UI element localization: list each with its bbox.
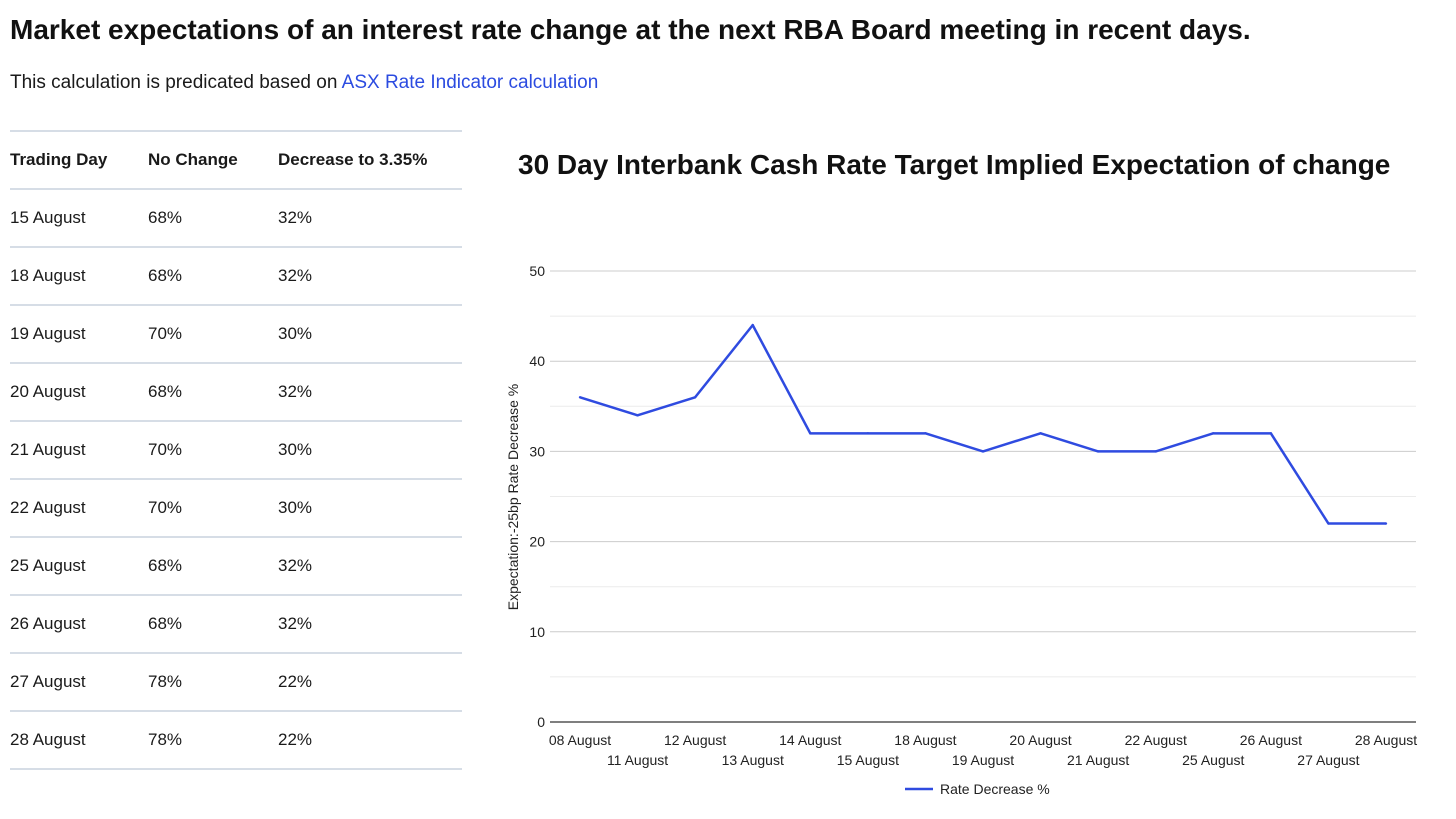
data-point: [693, 396, 697, 399]
x-tick-label: 18 August: [894, 732, 956, 748]
x-tick-label: 08 August: [549, 732, 611, 748]
cell-decrease: 22%: [278, 672, 313, 691]
y-tick-label: 10: [529, 624, 545, 640]
cell-trading-day: 26 August: [10, 614, 86, 633]
page-title: Market expectations of an interest rate …: [10, 14, 1251, 45]
subtitle: This calculation is predicated based on …: [10, 72, 598, 94]
data-point: [1212, 432, 1215, 435]
cell-no-change: 70%: [148, 440, 183, 459]
x-tick-label: 14 August: [779, 732, 841, 748]
cell-trading-day: 19 August: [10, 324, 86, 343]
table-row: 26 August 68% 32%: [10, 596, 462, 654]
column-header-no-change: No Change: [148, 150, 238, 169]
y-tick-label: 20: [529, 534, 545, 550]
data-point: [981, 450, 985, 453]
data-point: [866, 432, 870, 435]
cell-no-change: 68%: [148, 266, 183, 285]
y-tick-label: 30: [529, 443, 545, 459]
x-tick-label: 21 August: [1067, 752, 1129, 768]
cell-decrease: 32%: [278, 614, 313, 633]
x-tick-label: 12 August: [664, 732, 726, 748]
table-row: 28 August 78% 22%: [10, 712, 462, 770]
data-point: [924, 432, 927, 435]
cell-trading-day: 21 August: [10, 440, 86, 459]
cell-decrease: 30%: [278, 324, 313, 343]
cell-trading-day: 20 August: [10, 382, 86, 401]
column-header-decrease: Decrease to 3.35%: [278, 150, 428, 169]
cell-no-change: 70%: [148, 498, 183, 517]
data-point: [1096, 450, 1100, 453]
y-tick-label: 50: [529, 263, 545, 279]
x-tick-label: 20 August: [1009, 732, 1071, 748]
cell-no-change: 68%: [148, 614, 183, 633]
table-header-row: Trading Day No Change Decrease to 3.35%: [10, 132, 462, 190]
y-tick-label: 0: [537, 714, 545, 730]
data-point: [1154, 450, 1157, 453]
cell-trading-day: 22 August: [10, 498, 86, 517]
y-tick-label: 40: [529, 353, 545, 369]
x-tick-label: 25 August: [1182, 752, 1244, 768]
x-tick-label: 19 August: [952, 752, 1014, 768]
column-header-trading-day: Trading Day: [10, 150, 108, 169]
expectations-table: Trading Day No Change Decrease to 3.35% …: [10, 130, 462, 770]
table-row: 19 August 70% 30%: [10, 306, 462, 364]
legend-label: Rate Decrease %: [940, 781, 1050, 797]
cell-trading-day: 28 August: [10, 730, 86, 749]
subtitle-text: This calculation is predicated based on: [10, 72, 342, 93]
cell-decrease: 30%: [278, 498, 313, 517]
chart-title: 30 Day Interbank Cash Rate Target Implie…: [518, 149, 1391, 180]
data-point: [578, 396, 582, 399]
table-row: 25 August 68% 32%: [10, 538, 462, 596]
x-tick-label: 22 August: [1125, 732, 1187, 748]
cell-trading-day: 27 August: [10, 672, 86, 691]
cell-trading-day: 18 August: [10, 266, 86, 285]
table-row: 15 August 68% 32%: [10, 190, 462, 248]
x-tick-label: 11 August: [607, 752, 668, 768]
table-row: 21 August 70% 30%: [10, 422, 462, 480]
cell-no-change: 68%: [148, 556, 183, 575]
cell-no-change: 78%: [148, 730, 183, 749]
data-point: [636, 414, 639, 417]
data-point: [1269, 432, 1273, 435]
table-row: 18 August 68% 32%: [10, 248, 462, 306]
asx-rate-indicator-link[interactable]: ASX Rate Indicator calculation: [341, 72, 599, 93]
data-point: [809, 432, 812, 435]
data-point: [1039, 432, 1042, 435]
cell-no-change: 78%: [148, 672, 183, 691]
cell-decrease: 32%: [278, 266, 313, 285]
table-row: 27 August 78% 22%: [10, 654, 462, 712]
x-tick-label: 26 August: [1240, 732, 1302, 748]
table-row: 22 August 70% 30%: [10, 480, 462, 538]
y-axis-title: Expectation:-25bp Rate Decrease %: [505, 384, 521, 610]
cell-decrease: 22%: [278, 730, 313, 749]
cell-no-change: 68%: [148, 382, 183, 401]
cell-decrease: 32%: [278, 556, 313, 575]
data-point: [1384, 522, 1388, 525]
x-tick-label: 28 August: [1355, 732, 1417, 748]
table-row: 20 August 68% 32%: [10, 364, 462, 422]
x-tick-label: 27 August: [1297, 752, 1359, 768]
cell-decrease: 30%: [278, 440, 313, 459]
series-line-rate-decrease: [579, 323, 1386, 525]
data-point: [1327, 522, 1330, 525]
x-tick-label: 13 August: [722, 752, 784, 768]
data-point: [751, 323, 754, 327]
cell-decrease: 32%: [278, 208, 313, 227]
cell-trading-day: 15 August: [10, 208, 86, 227]
cell-trading-day: 25 August: [10, 556, 86, 575]
x-tick-label: 15 August: [837, 752, 899, 768]
cell-decrease: 32%: [278, 382, 313, 401]
cell-no-change: 70%: [148, 324, 183, 343]
cell-no-change: 68%: [148, 208, 183, 227]
